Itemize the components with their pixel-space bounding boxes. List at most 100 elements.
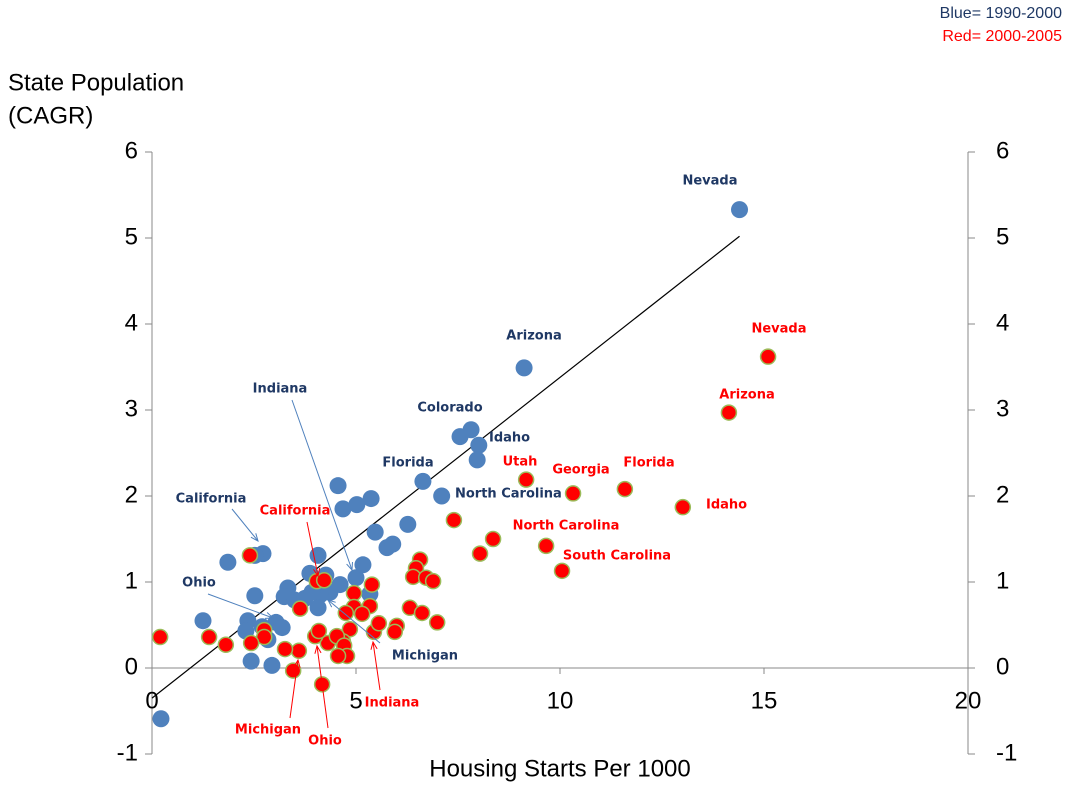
point: [219, 553, 237, 571]
point: [241, 547, 259, 564]
point-label: Florida: [382, 456, 433, 471]
point: [217, 636, 235, 654]
point: [451, 428, 469, 446]
point-label: Michigan: [392, 649, 458, 664]
legend-entry: Red= 2000-2005: [942, 28, 1062, 45]
y2-tick-label: 3: [996, 395, 1009, 422]
point: [616, 480, 634, 498]
arrow-head: [370, 640, 378, 650]
arrow-head: [314, 644, 322, 654]
point: [315, 572, 333, 589]
arrow-head: [250, 533, 259, 542]
point-label: Idaho: [706, 498, 747, 513]
point: [263, 656, 281, 674]
point-label: Colorado: [417, 401, 482, 416]
point: [414, 472, 432, 490]
point: [517, 471, 535, 488]
point: [386, 623, 404, 641]
point: [194, 612, 212, 630]
y-tick-label: 3: [125, 395, 138, 422]
y-axis-label: State Population: [8, 69, 184, 96]
point: [341, 621, 359, 638]
point: [370, 615, 388, 632]
point-label: South Carolina: [563, 549, 671, 564]
point: [345, 584, 363, 602]
point: [384, 535, 402, 553]
point-label: North Carolina: [513, 519, 620, 534]
arrow-head: [327, 599, 336, 608]
y2-tick-label: 4: [996, 309, 1009, 336]
point: [720, 404, 738, 421]
point: [362, 490, 380, 508]
x-tick-label: 15: [751, 687, 778, 714]
y2-tick-label: 2: [996, 481, 1009, 508]
point: [470, 436, 488, 454]
point: [331, 576, 349, 594]
point: [309, 599, 327, 617]
point: [284, 662, 302, 679]
point: [152, 710, 170, 728]
point: [348, 496, 366, 514]
point: [246, 587, 264, 605]
point: [329, 477, 347, 495]
x-tick-label: 5: [349, 687, 362, 714]
point: [276, 640, 294, 658]
point-label: Arizona: [719, 388, 774, 403]
point-label: California: [176, 492, 247, 507]
point: [428, 614, 446, 631]
point: [413, 604, 431, 622]
point: [353, 605, 371, 623]
y-axis-label: (CAGR): [8, 102, 93, 129]
point: [674, 498, 692, 516]
point: [334, 500, 352, 518]
point: [445, 511, 463, 529]
point: [290, 642, 308, 660]
y2-tick-label: 5: [996, 223, 1009, 250]
point: [337, 604, 355, 622]
point: [242, 634, 260, 652]
point-label: Indiana: [365, 696, 420, 711]
point: [553, 562, 571, 580]
point-label: Ohio: [182, 576, 216, 591]
y-tick-label: -1: [117, 739, 138, 766]
point-label: California: [260, 504, 331, 519]
arrow-head: [346, 561, 353, 572]
y2-tick-label: 6: [996, 137, 1009, 164]
point-label: Nevada: [751, 322, 806, 337]
point-label: Idaho: [489, 431, 530, 446]
x-axis-label: Housing Starts Per 1000: [429, 755, 690, 782]
point: [564, 485, 582, 502]
point: [273, 619, 291, 637]
x-tick-label: 10: [547, 687, 574, 714]
y2-tick-label: 0: [996, 653, 1009, 680]
legend-entry: Blue= 1990-2000: [940, 5, 1062, 22]
label-arrow: [372, 641, 381, 691]
point: [354, 556, 372, 574]
point-label: Florida: [623, 456, 674, 471]
label-arrow: [289, 659, 299, 719]
label-arrow: [316, 645, 329, 729]
point: [759, 348, 777, 365]
point: [291, 600, 309, 617]
point: [424, 572, 442, 590]
point: [468, 451, 486, 469]
y2-tick-label: -1: [996, 739, 1017, 766]
y-tick-label: 4: [125, 309, 138, 336]
point: [515, 359, 533, 377]
point-label: Arizona: [506, 329, 561, 344]
y2-tick-label: 1: [996, 567, 1009, 594]
y-tick-label: 1: [125, 567, 138, 594]
point-label: Utah: [503, 455, 538, 470]
point: [363, 576, 381, 593]
point: [310, 622, 328, 640]
point: [366, 523, 384, 541]
arrow-head: [313, 568, 321, 578]
point: [484, 530, 502, 548]
y-tick-label: 0: [125, 653, 138, 680]
point-label: Georgia: [552, 463, 609, 478]
label-arrow: [291, 399, 353, 571]
point-label: Indiana: [253, 382, 308, 397]
point-label: North Carolina: [455, 487, 562, 502]
x-tick-label: 20: [955, 687, 982, 714]
